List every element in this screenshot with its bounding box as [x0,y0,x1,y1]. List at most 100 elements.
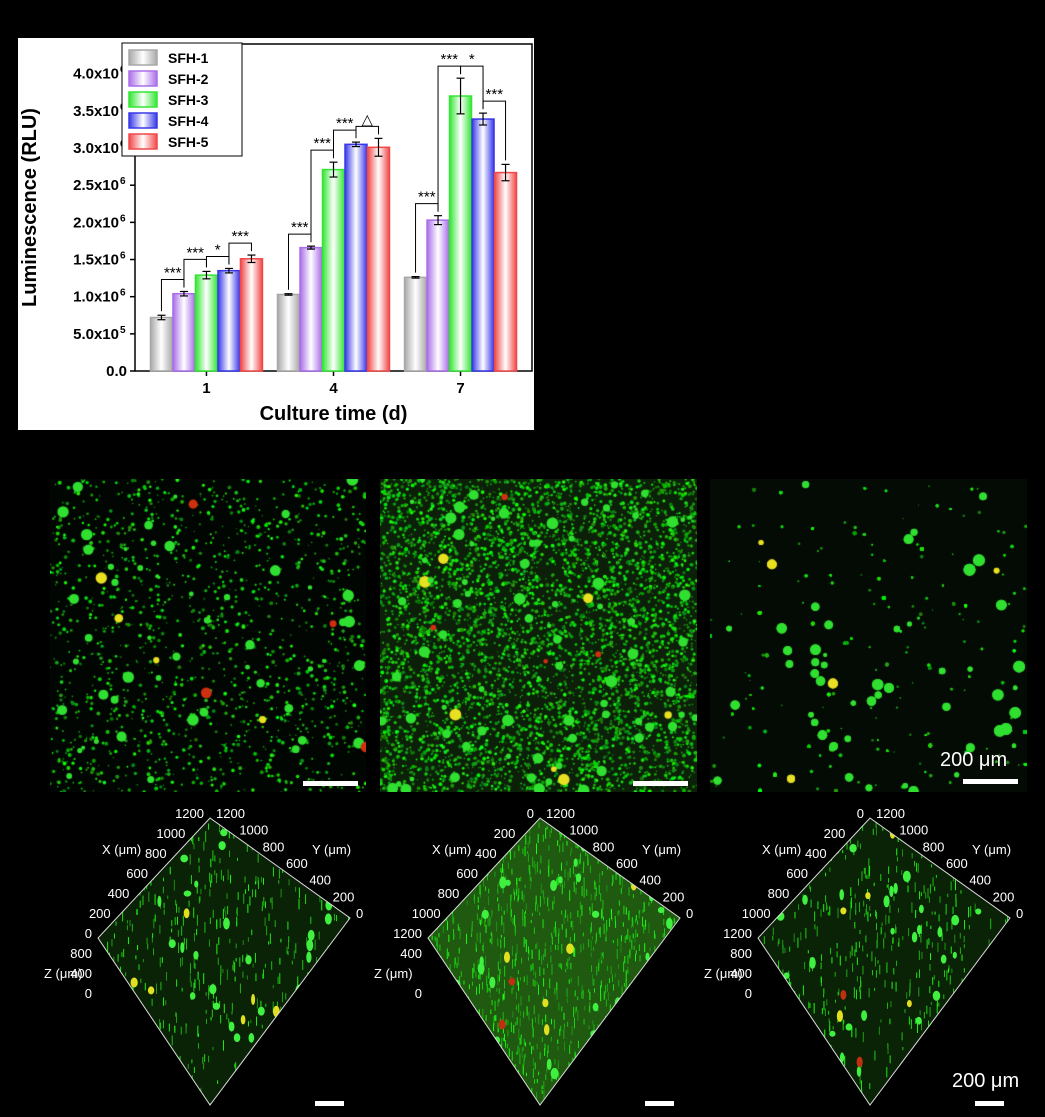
cell-blob [657,907,665,914]
y-tick-label: 0.0 [106,363,127,380]
cell-blob [546,1058,552,1071]
cell-blob [975,908,982,915]
cell-blob [809,957,816,969]
bar-sfh-2-day1 [172,292,196,372]
cell-blob [940,954,947,964]
view3d-1: 1200100080060040020001200100080060040020… [44,806,363,1106]
cell-blob [840,907,847,915]
cell-blob [849,843,857,853]
y-tick-label: 0 [1016,906,1023,921]
cell-blob [634,1082,639,1094]
cell-blob [209,984,217,995]
bar-sfh-3-day4 [321,168,346,372]
cell-blob [657,984,664,994]
cell-blob [906,999,912,1008]
cell-blob [329,944,337,952]
legend-swatch [128,49,158,66]
cell-blob [951,914,960,926]
y-tick-label: 200 [333,889,355,904]
x-tick-label: 800 [768,886,790,901]
y-tick-label: 1000 [899,823,928,838]
cell-blob [306,939,314,952]
volume-render [428,818,680,1105]
significance-label: *** [486,86,504,103]
cell-blob [666,917,673,929]
bracket-line [460,65,484,110]
fluorescence-image [710,479,1027,792]
cell-blob [183,890,192,897]
x-tick-label: 1000 [742,906,771,921]
x-tick-label: 800 [438,886,460,901]
y-axis-label: Luminescence (RLU) [19,108,41,307]
cell-blob [116,829,124,838]
cell-blob [444,984,453,996]
cell-blob [218,841,226,851]
bracket-line [482,100,507,161]
cell-blob [614,997,622,1009]
legend-label: SFH-4 [168,113,209,129]
y-tick-label: 1.5x10 [73,252,119,269]
cell-blob [856,1056,863,1068]
x-tick-label: 600 [126,866,148,881]
y-tick-label: 800 [923,839,945,854]
cell-blob [441,1065,448,1074]
cell-blob [138,1028,145,1037]
cell-blob [240,1014,246,1025]
cell-blob [147,1023,155,1032]
y-tick-label: 3.0x10 [73,140,119,157]
cell-blob [783,972,790,979]
cell-blob [248,1033,255,1043]
cell-blob [193,950,199,960]
y-tick-label: 1200 [216,806,245,821]
cell-blob [99,880,108,890]
cell-blob [674,957,679,966]
cell-blob [285,824,293,836]
cell-blob [180,942,185,954]
bar-sfh-5-day1 [239,258,264,372]
cell-blob [240,1067,248,1074]
x-axis-label: X (μm) [762,842,801,857]
legend-swatch [128,112,158,129]
cell-blob [780,1054,786,1066]
cell-blob [498,1019,506,1030]
y-tick-label: 2.5x10 [73,177,119,194]
legend-swatch [128,70,158,87]
cell-blob [194,880,199,888]
significance-bracket: * [460,51,484,110]
significance-label: * [215,241,221,258]
cell-blob [481,909,489,920]
cell-blob [479,956,484,967]
cell-blob [223,917,230,930]
cell-blob [272,1005,280,1018]
cell-blob [520,1092,527,1099]
x-tick-label: 200 [89,906,111,921]
cell-blob [131,1053,138,1061]
cell-blob [899,1078,907,1091]
cell-blob [147,986,155,995]
significance-label: *** [418,189,436,206]
bar-sfh-2-day7 [426,219,450,372]
cell-blob [481,866,489,874]
scale-bar [303,781,358,786]
x-tick-label: 400 [805,846,827,861]
z-tick-label: 400 [400,946,422,961]
cell-blob [503,951,511,963]
z-axis-label: Z (μm) [374,966,413,981]
bar-chart-panel: 0.0 5.0x10 5 1.0x10 6 1.5x10 6 2.0x10 6 2.5x10 6 3.… [18,38,534,430]
cell-blob [435,1081,442,1091]
volume-frame [757,817,1011,1106]
legend: SFH-1 SFH-2 SFH-3 SFH-4 SFH-5 [121,42,243,157]
y-tick-label: 1000 [239,823,268,838]
z-tick-label: 800 [730,946,752,961]
y-tick-exponent: 6 [120,251,126,262]
cell-blob [1000,1037,1008,1045]
z-tick-label: 400 [70,966,92,981]
scale-label-2d: 200 μm [940,749,1008,771]
cell-blob [914,837,919,846]
cell-blob [542,998,549,1008]
cell-blob [883,895,890,908]
cell-blob [307,929,315,941]
y-axis-label: Y (μm) [642,842,681,857]
cell-blob [653,1019,659,1029]
y-tick-label: 800 [593,839,615,854]
